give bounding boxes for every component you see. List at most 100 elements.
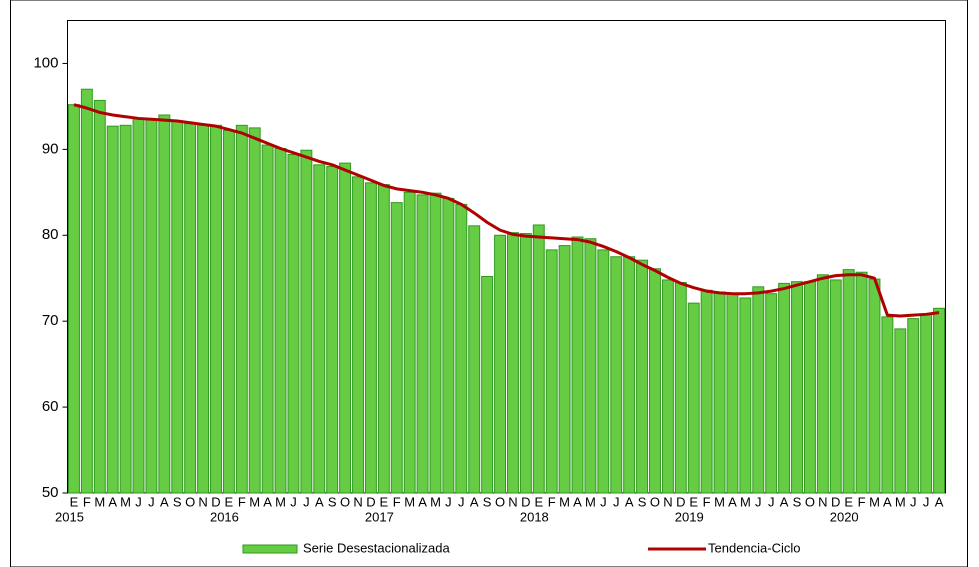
x-tick-label: S	[638, 494, 647, 509]
bar	[119, 124, 132, 494]
bar	[235, 124, 248, 494]
bar	[494, 234, 506, 494]
bar	[80, 88, 93, 494]
x-tick-label: J	[613, 494, 620, 509]
bar	[532, 224, 545, 494]
x-tick-label: J	[910, 494, 917, 509]
bar	[623, 256, 636, 494]
x-tick-label: E	[844, 494, 853, 509]
bar	[700, 289, 713, 494]
bar	[481, 276, 494, 494]
x-tick-label: M	[714, 494, 725, 509]
y-tick-label: 60	[42, 398, 59, 415]
x-tick-label: E	[225, 494, 234, 509]
x-tick-label: A	[160, 494, 169, 509]
x-tick-label: F	[238, 494, 246, 509]
bar	[558, 245, 571, 494]
bar	[674, 282, 687, 494]
x-tick-label: N	[663, 494, 672, 509]
bar	[778, 282, 791, 494]
x-tick-label: E	[689, 494, 698, 509]
x-tick-label: J	[768, 494, 775, 509]
year-label: 2017	[365, 509, 394, 524]
legend-swatch	[242, 544, 298, 554]
bar	[364, 182, 377, 494]
x-tick-label: J	[458, 494, 465, 509]
bar	[726, 293, 739, 494]
x-tick-label: N	[353, 494, 362, 509]
x-tick-label: O	[650, 494, 660, 509]
bar	[803, 281, 816, 494]
bar	[920, 313, 933, 494]
year-label: 2020	[830, 509, 859, 524]
x-tick-label: A	[883, 494, 892, 509]
bar	[106, 125, 119, 494]
x-tick-label: E	[70, 494, 79, 509]
x-tick-label: S	[483, 494, 492, 509]
bar	[287, 154, 300, 494]
x-tick-label: A	[108, 494, 117, 509]
x-tick-label: J	[923, 494, 930, 509]
bar	[416, 194, 429, 494]
x-tick-label: J	[445, 494, 452, 509]
x-tick-label: M	[895, 494, 906, 509]
year-label: 2019	[675, 509, 704, 524]
bar	[842, 269, 855, 494]
bar	[93, 99, 106, 494]
y-tick-label: 100	[33, 54, 58, 71]
x-tick-label: E	[380, 494, 389, 509]
y-tick-label: 50	[42, 484, 59, 501]
bar	[907, 318, 920, 494]
x-tick-label: D	[366, 494, 375, 509]
x-tick-label: F	[83, 494, 91, 509]
x-tick-label: F	[703, 494, 711, 509]
bar	[584, 238, 597, 494]
bar	[326, 166, 339, 494]
x-tick-label: J	[290, 494, 297, 509]
bar	[571, 236, 584, 494]
bar	[274, 148, 287, 494]
x-tick-label: M	[869, 494, 880, 509]
x-tick-label: N	[508, 494, 517, 509]
x-tick-label: D	[831, 494, 840, 509]
bar	[791, 281, 803, 494]
x-tick-label: J	[600, 494, 607, 509]
bar	[68, 104, 80, 494]
x-tick-label: A	[780, 494, 789, 509]
bar	[468, 225, 481, 494]
bar	[429, 192, 442, 494]
bar	[816, 274, 829, 494]
x-tick-label: S	[793, 494, 802, 509]
x-tick-label: M	[559, 494, 570, 509]
bar	[197, 124, 210, 494]
year-label: 2018	[520, 509, 549, 524]
bar	[765, 293, 778, 494]
x-tick-label: F	[858, 494, 866, 509]
bar	[661, 279, 674, 494]
y-tick-label: 70	[42, 312, 59, 329]
x-tick-label: A	[573, 494, 582, 509]
x-tick-label: J	[148, 494, 155, 509]
bar	[403, 191, 416, 494]
x-tick-label: D	[211, 494, 220, 509]
x-tick-label: J	[135, 494, 142, 509]
x-tick-label: O	[495, 494, 505, 509]
x-tick-label: O	[805, 494, 815, 509]
bar	[507, 232, 519, 494]
bar	[713, 291, 726, 494]
x-tick-label: N	[818, 494, 827, 509]
x-tick-label: A	[470, 494, 479, 509]
year-label: 2015	[55, 509, 84, 524]
x-tick-label: M	[120, 494, 131, 509]
x-tick-label: S	[173, 494, 182, 509]
x-tick-label: M	[404, 494, 415, 509]
x-tick-label: J	[303, 494, 310, 509]
bar	[545, 249, 558, 494]
bar	[184, 123, 197, 494]
x-tick-label: F	[393, 494, 401, 509]
bar	[222, 129, 235, 494]
x-tick-label: A	[315, 494, 324, 509]
bar	[132, 117, 145, 494]
bar	[390, 202, 403, 494]
